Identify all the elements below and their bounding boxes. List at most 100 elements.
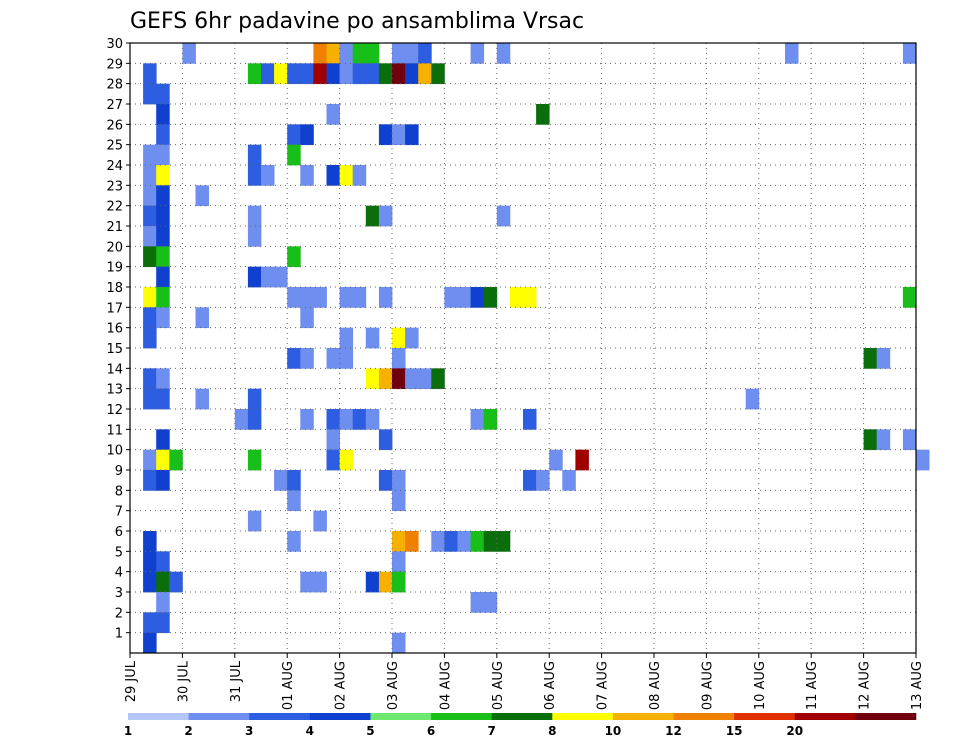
data-cell [261,266,275,288]
data-cell [365,368,380,390]
data-cell [902,429,917,451]
data-cell [261,63,275,85]
x-tick-label: 12 AUG [858,661,873,710]
x-tick-label: 31 JUL [229,660,244,702]
data-cell [509,287,524,308]
data-cell [352,165,367,186]
y-tick-label: 24 [106,159,123,174]
data-cell [247,63,262,85]
data-cell [378,429,393,451]
color-legend: 1 2 3 4 5 6 7 8 10 12 15 20 [124,713,917,738]
data-cell [156,266,170,288]
data-cell [247,266,262,288]
data-cell [300,409,314,430]
data-cell [287,348,301,369]
y-tick-label: 2 [115,606,123,621]
legend-swatch [188,713,250,720]
data-cell [392,571,406,593]
data-cell [326,429,340,451]
data-cell [392,632,406,654]
data-cell [405,531,419,552]
data-cell [143,165,157,186]
data-cell [352,409,367,430]
data-cell [470,592,485,613]
y-tick-label: 5 [115,545,123,560]
data-cell [444,287,458,308]
data-cell [300,165,314,186]
legend-swatch [552,713,614,720]
y-tick-label: 22 [106,200,123,215]
data-cell [274,63,288,85]
data-cell [143,612,157,634]
data-cell [143,327,157,349]
data-cell [287,490,301,512]
data-cell [378,368,393,390]
data-cell [247,510,262,532]
data-cell [156,226,170,247]
data-cell [392,490,406,512]
data-cell [392,470,406,491]
legend-label: 20 [786,724,803,738]
data-cell [156,368,170,390]
legend-swatch [249,713,311,720]
data-cell [365,205,380,227]
data-cell [247,449,262,471]
y-tick-label: 23 [106,179,123,194]
legend-label: 5 [366,724,374,738]
data-cell [156,83,170,105]
data-cell [156,144,170,166]
data-cell [156,124,170,146]
x-tick-label: 04 AUG [438,661,453,710]
data-cell [274,470,288,491]
data-cell [156,571,170,593]
y-tick-label: 13 [106,383,123,398]
data-cell [182,43,196,64]
x-tick-label: 13 AUG [910,661,925,710]
x-tick-label: 01 AUG [281,661,296,710]
data-cell [496,43,511,64]
legend-swatch [734,713,796,720]
data-cell [392,531,406,552]
x-tick-label: 11 AUG [805,661,820,710]
data-cell [143,571,157,593]
legend-label: 4 [306,724,314,738]
data-cell [431,368,445,390]
legend-swatch [794,713,856,720]
y-tick-label: 6 [115,525,123,540]
y-tick-label: 12 [106,403,123,418]
legend-label: 12 [665,724,682,738]
data-cell [195,388,209,410]
data-cell [392,551,406,573]
data-cell [575,449,589,471]
legend-label: 3 [245,724,253,738]
x-tick-label: 10 AUG [753,661,768,710]
data-cell [300,571,314,593]
data-cell [392,327,406,349]
data-cell [496,531,511,552]
data-cell [287,531,301,552]
data-cell [169,571,183,593]
data-cell [326,348,340,369]
data-cell [156,246,170,268]
data-cell [418,43,432,64]
data-cell [300,63,314,85]
x-tick-label: 30 JUL [176,660,191,702]
data-cell [470,287,485,308]
data-cell [523,470,537,491]
legend-swatch [431,713,492,720]
legend-label: 10 [605,724,622,738]
legend-swatch [673,713,735,720]
data-cell [326,409,340,430]
data-cell [247,226,262,247]
data-cell [378,124,393,146]
y-tick-label: 14 [106,362,123,377]
data-cell [863,429,878,451]
data-cell [143,388,157,410]
data-cell [247,144,262,166]
data-cell [378,287,393,308]
data-cell [143,368,157,390]
data-cell [339,409,354,430]
y-tick-label: 8 [115,484,123,499]
data-cell [156,612,170,634]
